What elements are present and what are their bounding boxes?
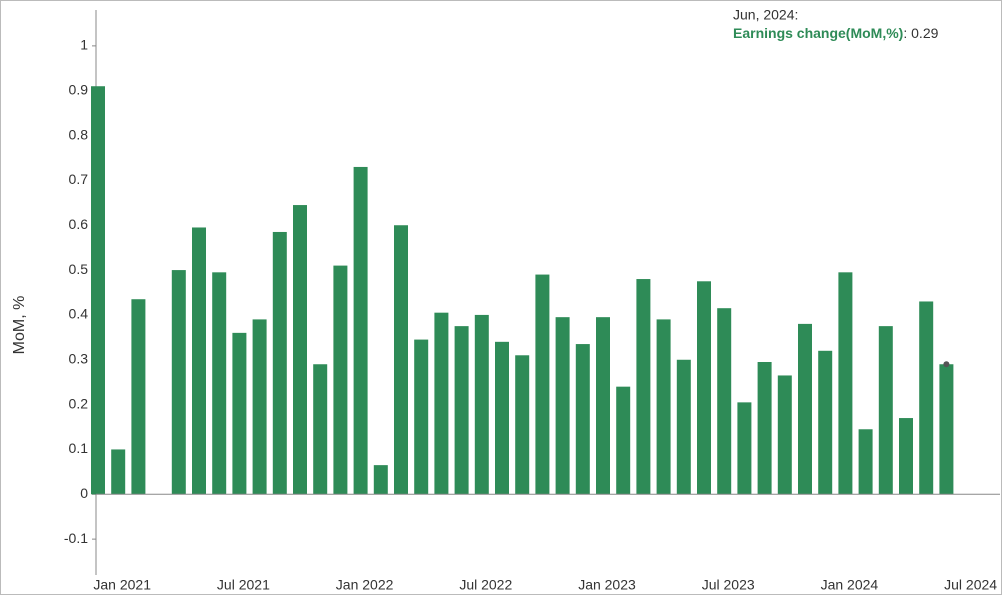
bar bbox=[878, 326, 893, 495]
bar bbox=[535, 274, 550, 495]
bar bbox=[656, 319, 671, 495]
bar bbox=[616, 386, 631, 495]
bar bbox=[838, 272, 853, 495]
y-tick-label: 0.3 bbox=[69, 350, 89, 366]
bar bbox=[555, 317, 570, 495]
bar bbox=[676, 359, 691, 495]
y-tick-label: 0.6 bbox=[69, 216, 89, 232]
bar bbox=[373, 465, 388, 495]
bar bbox=[313, 364, 328, 495]
tooltip-series: Earnings change(MoM,%) bbox=[733, 25, 903, 41]
y-tick-label: 0.2 bbox=[69, 395, 89, 411]
bar bbox=[495, 341, 509, 495]
y-tick-label: -0.1 bbox=[64, 530, 88, 546]
bar bbox=[91, 86, 105, 495]
tooltip-line: Earnings change(MoM,%): 0.29 bbox=[733, 25, 939, 41]
bar bbox=[333, 265, 348, 495]
bar bbox=[596, 317, 610, 495]
bar bbox=[717, 308, 732, 495]
x-tick-label: Jul 2023 bbox=[702, 577, 755, 593]
bar bbox=[232, 332, 247, 495]
bar bbox=[798, 323, 812, 495]
tooltip-title: Jun, 2024: bbox=[733, 7, 798, 23]
x-tick-label: Jan 2023 bbox=[578, 577, 636, 593]
y-tick-label: 0.9 bbox=[69, 81, 89, 97]
tooltip-value: : 0.29 bbox=[903, 25, 938, 41]
bar bbox=[454, 326, 469, 495]
bar bbox=[252, 319, 267, 495]
bar bbox=[939, 364, 954, 495]
y-tick-label: 0 bbox=[80, 485, 88, 501]
bar bbox=[737, 402, 752, 495]
bar bbox=[111, 449, 126, 495]
bar bbox=[171, 270, 186, 495]
bar bbox=[192, 227, 206, 495]
bar bbox=[474, 314, 489, 495]
bar bbox=[636, 279, 651, 495]
bar bbox=[919, 301, 934, 495]
bar bbox=[131, 299, 146, 495]
x-tick-label: Jan 2022 bbox=[336, 577, 394, 593]
hover-dot bbox=[943, 361, 950, 368]
bar bbox=[697, 281, 711, 495]
y-tick-label: 0.5 bbox=[69, 261, 89, 277]
bar bbox=[818, 350, 833, 495]
bar bbox=[515, 355, 530, 495]
x-tick-label: Jul 2021 bbox=[217, 577, 270, 593]
bar bbox=[272, 231, 287, 495]
x-tick-label: Jan 2024 bbox=[821, 577, 879, 593]
bar bbox=[212, 272, 227, 495]
bar bbox=[575, 344, 590, 495]
x-tick-label: Jul 2024 bbox=[944, 577, 997, 593]
y-tick-label: 0.8 bbox=[69, 126, 89, 142]
y-tick-label: 1 bbox=[80, 37, 88, 53]
y-tick-label: 0.1 bbox=[69, 440, 89, 456]
y-tick-label: 0.7 bbox=[69, 171, 89, 187]
bar bbox=[777, 375, 792, 495]
bar bbox=[394, 225, 408, 495]
x-tick-label: Jan 2021 bbox=[93, 577, 151, 593]
bar bbox=[434, 312, 449, 495]
x-tick-label: Jul 2022 bbox=[459, 577, 512, 593]
bar bbox=[757, 362, 772, 495]
bar bbox=[414, 339, 429, 495]
bar bbox=[858, 429, 873, 495]
y-tick-label: 0.4 bbox=[69, 306, 89, 322]
bar bbox=[353, 166, 368, 495]
bar bbox=[293, 205, 307, 495]
bar bbox=[899, 418, 913, 495]
y-axis-label: MoM, % bbox=[11, 296, 28, 355]
